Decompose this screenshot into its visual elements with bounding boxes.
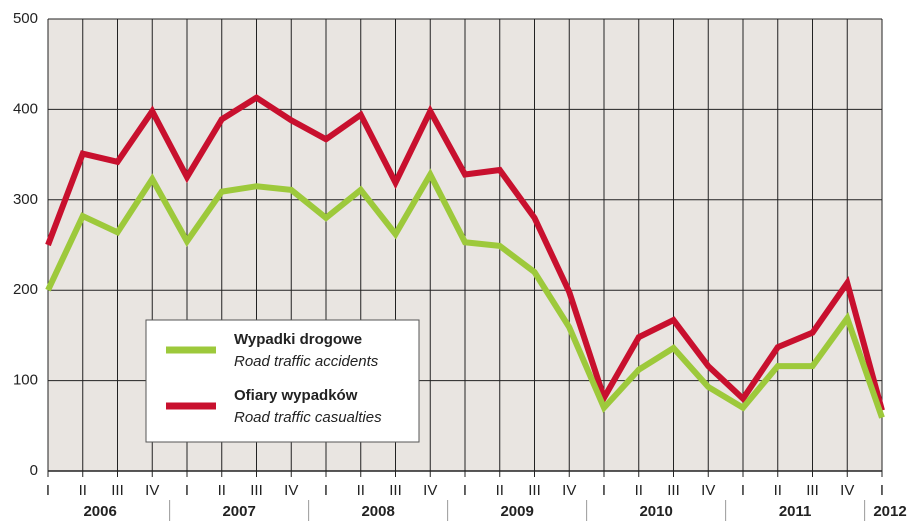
- legend-label-en: Road traffic accidents: [234, 353, 379, 370]
- x-tick-label: IV: [562, 482, 576, 499]
- y-tick-label: 400: [13, 100, 38, 117]
- x-tick-label: III: [250, 482, 263, 499]
- x-tick-label: I: [46, 482, 50, 499]
- year-label: 2007: [222, 503, 255, 520]
- year-label: 2008: [361, 503, 394, 520]
- legend-label: Wypadki drogowe: [234, 331, 362, 348]
- x-tick-label: III: [806, 482, 819, 499]
- year-label: 2009: [500, 503, 533, 520]
- x-tick-label: II: [357, 482, 365, 499]
- legend-label: Ofiary wypadków: [234, 387, 358, 404]
- x-tick-label: II: [79, 482, 87, 499]
- x-tick-label: IV: [145, 482, 159, 499]
- x-tick-label: IV: [284, 482, 298, 499]
- x-tick-label: IV: [423, 482, 437, 499]
- y-tick-label: 500: [13, 10, 38, 27]
- y-tick-label: 300: [13, 191, 38, 208]
- legend-label-en: Road traffic casualties: [234, 409, 382, 426]
- x-tick-label: I: [324, 482, 328, 499]
- x-tick-label: II: [774, 482, 782, 499]
- x-tick-label: I: [741, 482, 745, 499]
- year-label: 2010: [639, 503, 672, 520]
- x-tick-label: I: [463, 482, 467, 499]
- x-tick-label: III: [667, 482, 680, 499]
- x-tick-label: I: [880, 482, 884, 499]
- x-tick-label: II: [496, 482, 504, 499]
- year-label: 2012: [873, 503, 906, 520]
- x-tick-label: III: [389, 482, 402, 499]
- year-label: 2006: [83, 503, 116, 520]
- data-line: [45, 168, 885, 419]
- x-tick-label: III: [528, 482, 541, 499]
- y-tick-label: 200: [13, 281, 38, 298]
- x-tick-label: II: [218, 482, 226, 499]
- x-tick-label: I: [185, 482, 189, 499]
- x-tick-label: II: [635, 482, 643, 499]
- year-label: 2011: [779, 503, 812, 520]
- y-tick-label: 0: [30, 462, 38, 479]
- x-tick-label: III: [111, 482, 124, 499]
- x-tick-label: IV: [701, 482, 715, 499]
- data-line: [45, 94, 885, 412]
- x-tick-label: I: [602, 482, 606, 499]
- y-tick-label: 100: [13, 372, 38, 389]
- x-tick-label: IV: [840, 482, 854, 499]
- legend-box: [145, 319, 420, 443]
